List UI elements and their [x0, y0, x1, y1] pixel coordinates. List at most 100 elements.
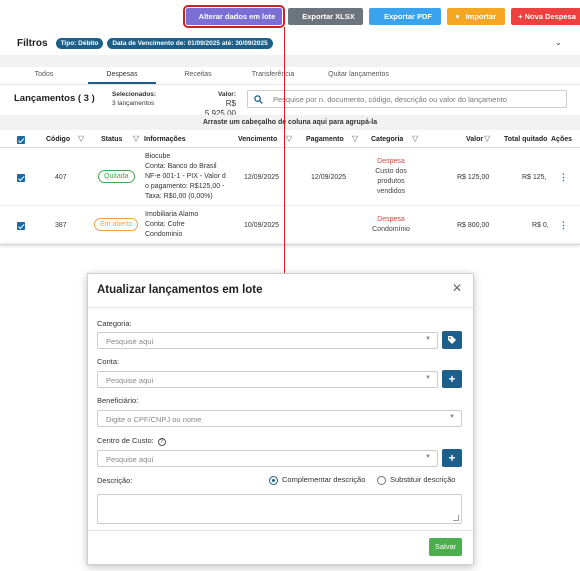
info-line: Conta: Cofre — [145, 221, 185, 228]
batch-edit-button[interactable]: Alterar dados em lote — [183, 5, 285, 28]
category-name: produtos — [377, 178, 405, 185]
chevron-down-icon[interactable]: ⌄ — [554, 37, 562, 47]
filter-icon[interactable]: ▽ — [412, 134, 419, 143]
beneficiario-select[interactable]: Digite o CPF/CNPJ ou nome ▼ — [97, 410, 462, 427]
search-input[interactable]: Pesquise por n. documento, código, descr… — [247, 90, 567, 108]
filter-icon[interactable]: ▽ — [352, 134, 359, 143]
value-summary: Valor: R$ 5.925,00 — [194, 90, 236, 119]
col-codigo[interactable]: Código — [46, 136, 71, 143]
caret-down-icon: ▼ — [425, 454, 431, 460]
save-button[interactable]: Salvar — [429, 538, 462, 556]
tab-todos[interactable]: Todos — [34, 71, 54, 78]
filter-icon[interactable]: ▽ — [484, 134, 491, 143]
table-row[interactable]: 387 Em aberto Imobiliaria Alamo Conta: C… — [0, 207, 580, 244]
category-type: Despesa — [377, 216, 405, 223]
annotation-line — [284, 27, 285, 292]
col-total-quitado[interactable]: Total quitado — [504, 136, 548, 143]
info-line: Conta: Banco do Brasil — [145, 163, 217, 170]
cell-informacoes: Biocube Conta: Banco do Brasil NF-e 001-… — [145, 152, 226, 202]
categoria-placeholder: Pesquise aqui — [106, 337, 154, 346]
radio-button[interactable] — [269, 475, 278, 485]
selected-title: Selecionados: — [112, 91, 157, 98]
cell-codigo: 407 — [55, 174, 67, 181]
filters-bar: Filtros Tipo: Débito Data de Vencimento … — [0, 33, 580, 53]
radio-complementar[interactable]: Complementar descrição — [269, 475, 365, 485]
beneficiario-placeholder: Digite o CPF/CNPJ ou nome — [106, 415, 202, 424]
filter-icon[interactable]: ▽ — [133, 134, 140, 143]
info-line: o pagamento: R$125,00 - — [145, 183, 225, 190]
export-pdf-button[interactable]: Exportar PDF — [369, 8, 441, 25]
info-line: Imobiliaria Alamo — [145, 211, 199, 218]
help-icon[interactable]: ? — [157, 438, 166, 446]
finance-list-panel: Alterar dados em lote Exportar XLSX Expo… — [0, 0, 580, 245]
close-icon[interactable]: ✕ — [451, 281, 462, 295]
tab-receitas[interactable]: Receitas — [184, 71, 212, 78]
filter-icon[interactable]: ▽ — [286, 134, 293, 143]
category-name: Condomínio — [372, 226, 410, 233]
categoria-select[interactable]: Pesquise aqui ▼ — [97, 332, 438, 349]
tag-icon — [448, 336, 456, 344]
centro-custo-label: Centro de Custo: ? — [97, 436, 166, 446]
cell-vencimento: 12/09/2025 — [244, 174, 280, 181]
centro-custo-placeholder: Pesquise aqui — [106, 455, 154, 464]
row-checkbox[interactable] — [17, 222, 25, 230]
col-status[interactable]: Status — [101, 136, 123, 143]
cell-pagamento: 12/09/2025 — [311, 174, 347, 181]
export-xlsx-button[interactable]: Exportar XLSX — [288, 8, 363, 25]
centro-custo-text: Centro de Custo: — [97, 436, 154, 445]
conta-label: Conta: — [97, 357, 120, 366]
col-pagamento[interactable]: Pagamento — [306, 136, 344, 143]
category-type: Despesa — [377, 158, 405, 165]
cell-codigo: 387 — [55, 222, 67, 229]
new-expense-button[interactable]: + Nova Despesa — [511, 8, 580, 25]
info-line: NF-e 001-1 - PIX - Valor d — [145, 173, 226, 180]
entries-count: Lançamentos ( 3 ) — [14, 93, 95, 104]
row-checkbox[interactable] — [17, 174, 25, 182]
centro-custo-select[interactable]: Pesquise aqui ▼ — [97, 450, 438, 467]
filters-title: Filtros — [17, 37, 48, 49]
add-centro-custo-button[interactable]: + — [442, 449, 462, 467]
import-label: Importar — [465, 12, 496, 21]
caret-down-icon: ▼ — [449, 414, 455, 420]
more-actions-icon[interactable]: ⋮ — [559, 220, 568, 230]
col-valor[interactable]: Valor — [466, 136, 484, 143]
tab-quitar[interactable]: Quitar lançamentos — [328, 71, 389, 78]
batch-update-modal: Atualizar lançamentos em lote ✕ Categori… — [87, 273, 474, 565]
tag-button[interactable] — [442, 331, 462, 349]
search-placeholder: Pesquise por n. documento, código, descr… — [273, 94, 507, 104]
cell-valor: R$ 800,00 — [457, 222, 490, 229]
col-vencimento[interactable]: Vencimento — [238, 136, 278, 143]
cell-valor: R$ 125,00 — [457, 174, 490, 181]
radio-button[interactable] — [377, 475, 386, 485]
col-categoria[interactable]: Categoria — [371, 136, 404, 143]
select-all-checkbox[interactable] — [17, 136, 25, 144]
cell-informacoes: Imobiliaria Alamo Conta: Cofre Condomini… — [145, 210, 198, 240]
col-acoes: Ações — [551, 136, 573, 143]
tab-transferencia[interactable]: Transferência — [251, 71, 295, 78]
group-by-drop-zone[interactable]: Arraste um cabeçalho de coluna aqui para… — [0, 115, 580, 130]
table-row[interactable]: 407 Quitada Biocube Conta: Banco do Bras… — [0, 149, 580, 206]
radio-substituir-label: Substituir descrição — [390, 475, 456, 484]
conta-select[interactable]: Pesquise aqui ▼ — [97, 371, 438, 388]
filter-icon[interactable]: ▽ — [78, 134, 85, 143]
tab-despesas[interactable]: Despesas — [88, 68, 156, 84]
separator-band — [0, 55, 580, 67]
descricao-textarea[interactable] — [97, 494, 462, 524]
selected-summary: Selecionados: 3 lançamentos — [112, 90, 156, 108]
cell-vencimento: 10/09/2025 — [244, 222, 280, 229]
col-informacoes[interactable]: Informações — [144, 136, 186, 143]
radio-substituir[interactable]: Substituir descrição — [377, 475, 455, 485]
tabs-bar: Todos Despesas Receitas Transferência Qu… — [0, 68, 580, 85]
cell-categoria: Despesa Condomínio — [366, 215, 416, 235]
add-conta-button[interactable]: + — [442, 370, 462, 388]
info-line: Condominio — [145, 231, 183, 238]
table-header: Código ▽ Status ▽ Informações Vencimento… — [0, 132, 580, 148]
filter-chip-type[interactable]: Tipo: Débito — [55, 37, 104, 49]
toolbar: Alterar dados em lote Exportar XLSX Expo… — [183, 5, 580, 28]
more-actions-icon[interactable]: ⋮ — [559, 172, 568, 182]
value-title: Valor: — [217, 91, 236, 98]
radio-complementar-label: Complementar descrição — [282, 475, 366, 484]
filter-chip-due-date[interactable]: Data de Vencimento de: 01/09/2025 até: 3… — [107, 37, 273, 49]
batch-edit-label: Alterar dados em lote — [198, 12, 276, 21]
import-button[interactable]: Importar — [447, 8, 505, 25]
